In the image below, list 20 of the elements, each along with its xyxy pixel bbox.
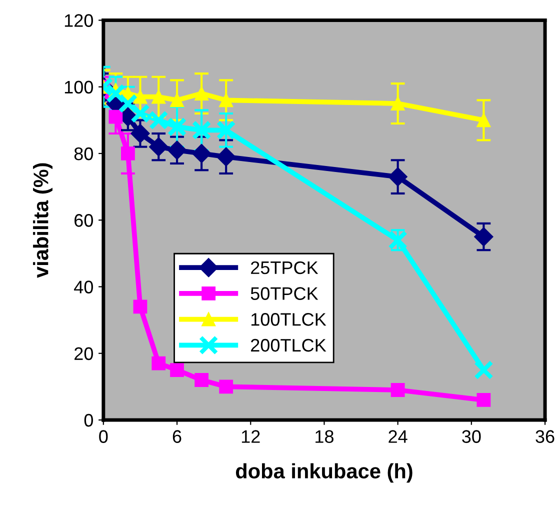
x-tick-label: 36 (536, 430, 554, 443)
x-tick-label: 12 (242, 430, 260, 443)
y-tick-label: 100 (64, 80, 93, 94)
legend-label: 25TPCK (251, 261, 318, 274)
x-tick-label: 30 (462, 430, 481, 443)
x-tick-label: 24 (388, 430, 408, 443)
x-tick-label: 18 (316, 430, 334, 443)
legend-label: 50TPCK (250, 287, 318, 300)
y-tick-label: 0 (84, 414, 93, 427)
y-tick-label: 120 (64, 14, 93, 27)
y-axis-title: viabilita (%) (33, 163, 52, 278)
y-tick-label: 20 (74, 347, 93, 360)
x-axis-title: doba inkubace (h) (236, 463, 412, 483)
x-tick-label: 6 (172, 430, 182, 443)
legend-label: 200TLCK (251, 338, 326, 352)
y-tick-label: 80 (74, 147, 93, 160)
y-tick-label: 60 (74, 214, 93, 227)
y-tick-label: 40 (74, 280, 93, 294)
legend-label: 100TLCK (251, 313, 326, 326)
x-tick-label: 0 (99, 430, 108, 443)
